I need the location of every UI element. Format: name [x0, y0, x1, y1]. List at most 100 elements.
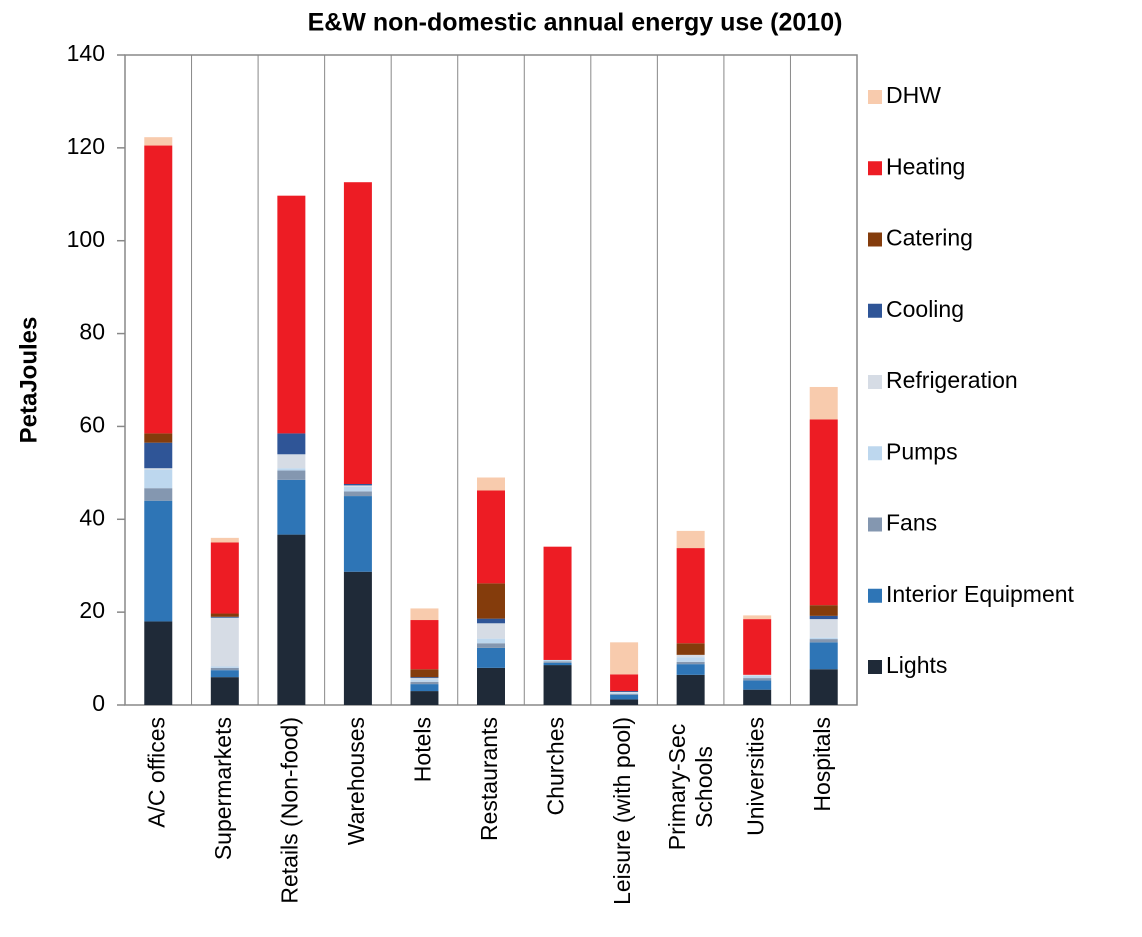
- bar-segment: [410, 677, 439, 679]
- bar-segment: [343, 496, 372, 572]
- x-tick-label: Restaurants: [476, 717, 502, 841]
- bar-segment: [809, 419, 838, 606]
- bar-segment: [477, 490, 505, 584]
- bar-segment: [410, 608, 439, 621]
- bar-segment: [543, 546, 572, 660]
- x-tick-label: Supermarkets: [210, 717, 236, 860]
- bar-segment: [343, 571, 372, 705]
- bar-segment: [477, 583, 505, 619]
- legend-label: Lights: [886, 652, 947, 678]
- bar-segment: [277, 479, 306, 535]
- legend-swatch: [868, 90, 882, 104]
- x-tick-label: Warehouses: [343, 717, 369, 845]
- bar-segment: [410, 691, 439, 705]
- bar-segment: [676, 661, 705, 665]
- legend-swatch: [868, 517, 882, 532]
- bar-segment: [676, 654, 705, 658]
- legend-swatch: [868, 375, 882, 389]
- legend-label: Refrigeration: [886, 367, 1018, 393]
- chart-title: E&W non-domestic annual energy use (2010…: [308, 9, 843, 37]
- y-tick-label: 40: [79, 504, 105, 530]
- bar-segment: [543, 662, 572, 666]
- bar-segment: [676, 657, 705, 662]
- y-tick-label: 120: [67, 133, 105, 159]
- bar-segment: [610, 674, 639, 692]
- legend-label: Catering: [886, 225, 973, 251]
- bar-segment: [610, 693, 639, 695]
- bar-segment: [210, 616, 239, 618]
- x-tick-label: Leisure (with pool): [609, 717, 635, 905]
- legend-label: Interior Equipment: [886, 581, 1075, 607]
- bar-segment: [809, 386, 838, 420]
- bar-segment: [743, 678, 772, 681]
- bar-segment: [144, 488, 173, 501]
- y-tick-label: 60: [79, 412, 105, 438]
- bar-segment: [676, 674, 705, 705]
- legend-label: Pumps: [886, 438, 958, 464]
- bar-segment: [610, 692, 639, 693]
- legend-swatch: [868, 232, 882, 247]
- x-tick-label: Universities: [742, 717, 768, 836]
- bar-segment: [210, 617, 239, 667]
- bar-segment: [809, 669, 838, 705]
- bar-segment: [144, 137, 173, 146]
- bar-segment: [676, 530, 705, 549]
- x-tick-label: Primary-SecSchools: [664, 724, 717, 851]
- y-tick-label: 80: [79, 319, 105, 345]
- bar-segment: [343, 485, 372, 487]
- bar-segment: [477, 618, 505, 624]
- x-tick-label: Churches: [543, 717, 569, 815]
- bar-segment: [277, 468, 306, 471]
- y-tick-label: 20: [79, 597, 105, 623]
- bar-segment: [144, 500, 173, 622]
- x-tick-label: Hotels: [410, 717, 436, 782]
- legend-swatch: [868, 660, 882, 674]
- bar-segment: [343, 182, 372, 484]
- bar-segment: [210, 613, 239, 617]
- bar-segment: [144, 145, 173, 434]
- bar-segment: [277, 433, 306, 455]
- bar-segment: [809, 615, 838, 620]
- bar-segment: [743, 689, 772, 705]
- bar-segment: [809, 639, 838, 643]
- legend-label: Cooling: [886, 296, 964, 322]
- bar-segment: [676, 664, 705, 675]
- bar-segment: [809, 642, 838, 670]
- bar-segment: [543, 661, 572, 663]
- legend-swatch: [868, 303, 882, 318]
- bar-segment: [410, 620, 439, 670]
- bar-segment: [610, 691, 639, 692]
- bar-segment: [743, 619, 772, 675]
- bar-segment: [477, 477, 505, 491]
- bar-segment: [144, 621, 173, 705]
- bar-segment: [144, 433, 173, 443]
- bar-segment: [743, 674, 772, 676]
- bar-segment: [743, 680, 772, 690]
- bar-segment: [410, 678, 439, 680]
- legend-swatch: [868, 161, 882, 176]
- bar-segment: [210, 666, 239, 668]
- bar-segment: [809, 637, 838, 640]
- bar-segment: [676, 548, 705, 644]
- bar-segment: [144, 468, 173, 470]
- bar-segment: [277, 195, 306, 434]
- bar-segment: [410, 669, 439, 678]
- bar-segment: [144, 469, 173, 489]
- legend-label: Fans: [886, 510, 937, 536]
- bar-segment: [477, 638, 505, 644]
- legend-label: DHW: [886, 82, 941, 108]
- bar-segment: [210, 677, 239, 705]
- bar-segment: [410, 681, 439, 685]
- legend-label: Heating: [886, 153, 965, 179]
- legend-swatch: [868, 588, 882, 603]
- bar-segment: [477, 643, 505, 648]
- x-tick-label: Hospitals: [809, 717, 835, 812]
- bar-segment: [477, 647, 505, 668]
- y-tick-label: 140: [67, 40, 105, 66]
- x-tick-label: Retails (Non-food): [276, 717, 302, 904]
- bar-segment: [144, 442, 173, 469]
- bar-segment: [809, 619, 838, 638]
- bar-segment: [277, 454, 306, 469]
- x-tick-label: A/C offices: [143, 717, 169, 828]
